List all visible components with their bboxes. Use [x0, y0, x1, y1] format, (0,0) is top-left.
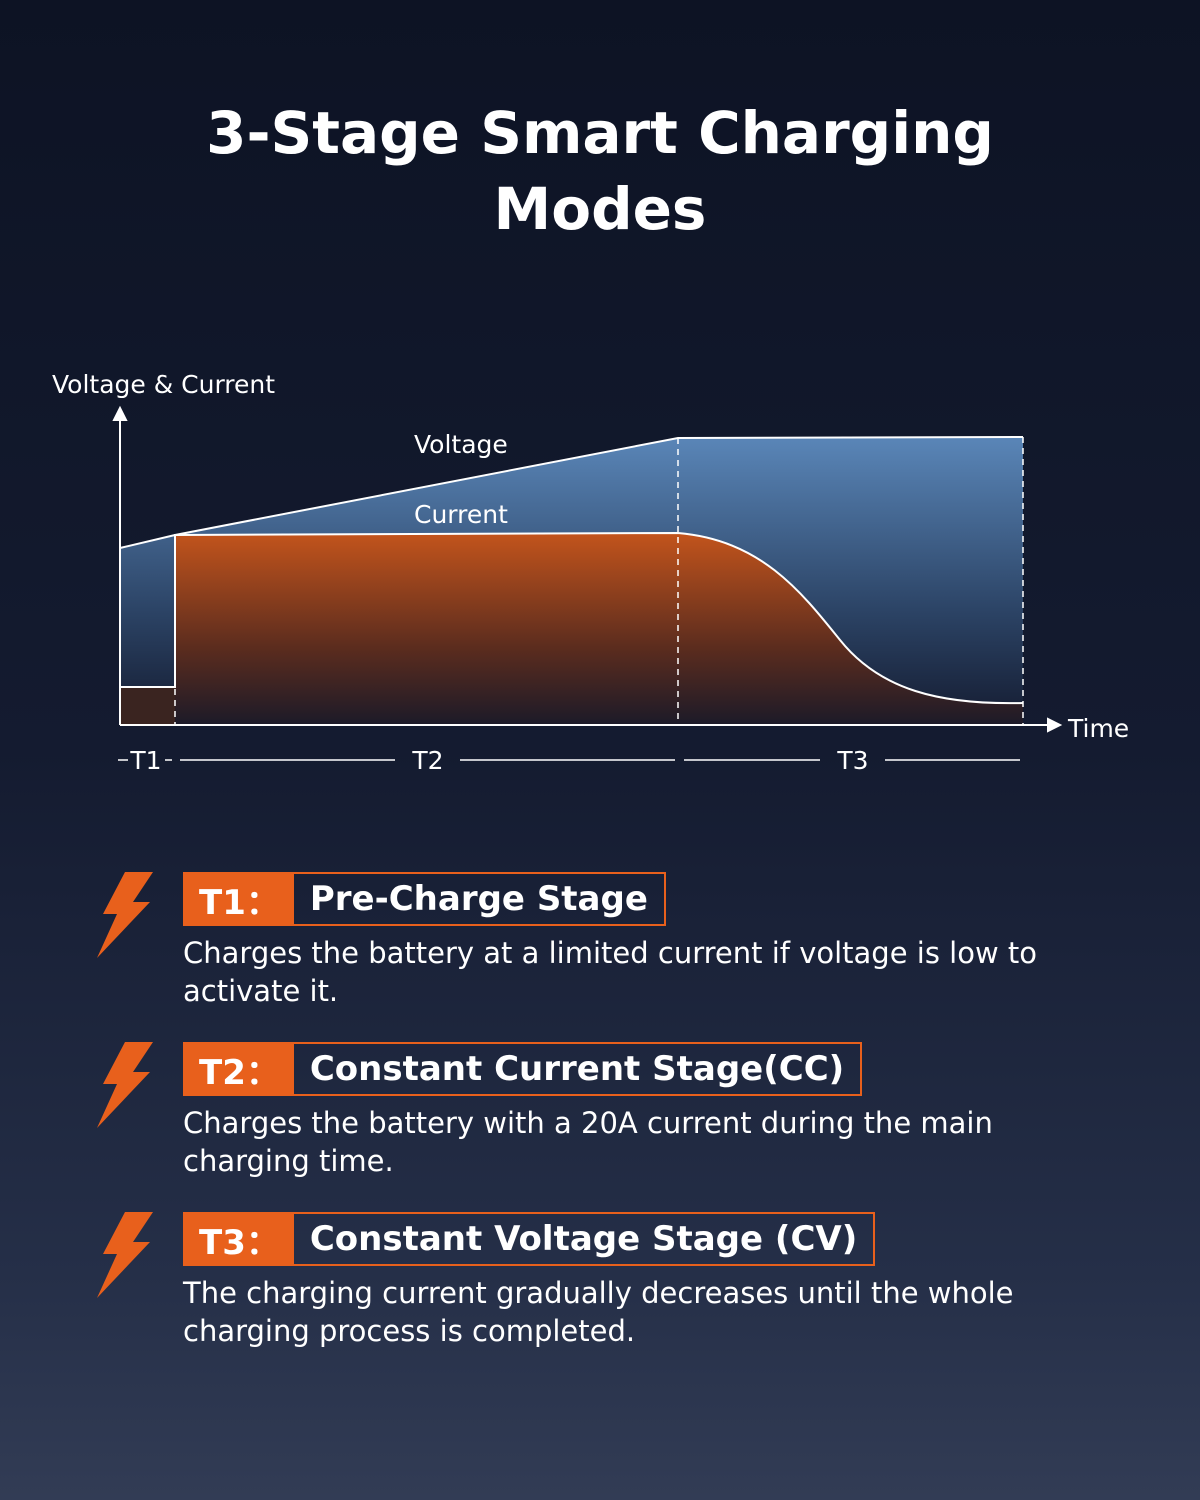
stage-heading: Constant Voltage Stage (CV)	[309, 1219, 858, 1259]
stage-header: T3： Constant Voltage Stage (CV)	[183, 1212, 876, 1266]
stage-text: Charges the battery at a limited current…	[183, 936, 1037, 1008]
current-area	[175, 533, 1023, 725]
axes	[112, 405, 1063, 733]
stage-text: The charging current gradually decreases…	[183, 1276, 1014, 1348]
current-line	[120, 531, 1024, 705]
stage-label: T3	[836, 746, 868, 775]
stage-text: Charges the battery with a 20A current d…	[183, 1106, 993, 1178]
title: 3-Stage Smart Charging Modes	[206, 99, 994, 243]
stage-label: T1	[129, 746, 161, 775]
t1-area	[120, 687, 175, 725]
stage-tag: T2：	[185, 1044, 294, 1094]
stage-tag: T1：	[185, 874, 294, 924]
bolt-icon	[95, 1042, 155, 1132]
bolt	[97, 1042, 153, 1128]
curve-label: Current	[414, 500, 508, 529]
stage-header: T2： Constant Current Stage(CC)	[183, 1042, 863, 1096]
bolt	[97, 1212, 153, 1298]
x-axis-label: Time	[1067, 714, 1129, 743]
bolt-icon	[95, 1212, 155, 1302]
stage-header: T1： Pre-Charge Stage	[183, 872, 666, 926]
diagram: Voltage & Current Time Voltage Current T…	[52, 370, 1129, 775]
stage-heading: Constant Current Stage(CC)	[309, 1049, 845, 1089]
stage-dividers	[174, 437, 1024, 725]
stage-tag: T3：	[185, 1214, 294, 1264]
stage-label: T2	[411, 746, 443, 775]
voltage-line	[119, 436, 1024, 549]
y-axis-label: Voltage & Current	[52, 370, 275, 399]
stage-heading: Pre-Charge Stage	[309, 879, 648, 919]
curve-label: Voltage	[414, 430, 508, 459]
bolt	[97, 872, 153, 958]
bolt-icon	[95, 872, 155, 962]
